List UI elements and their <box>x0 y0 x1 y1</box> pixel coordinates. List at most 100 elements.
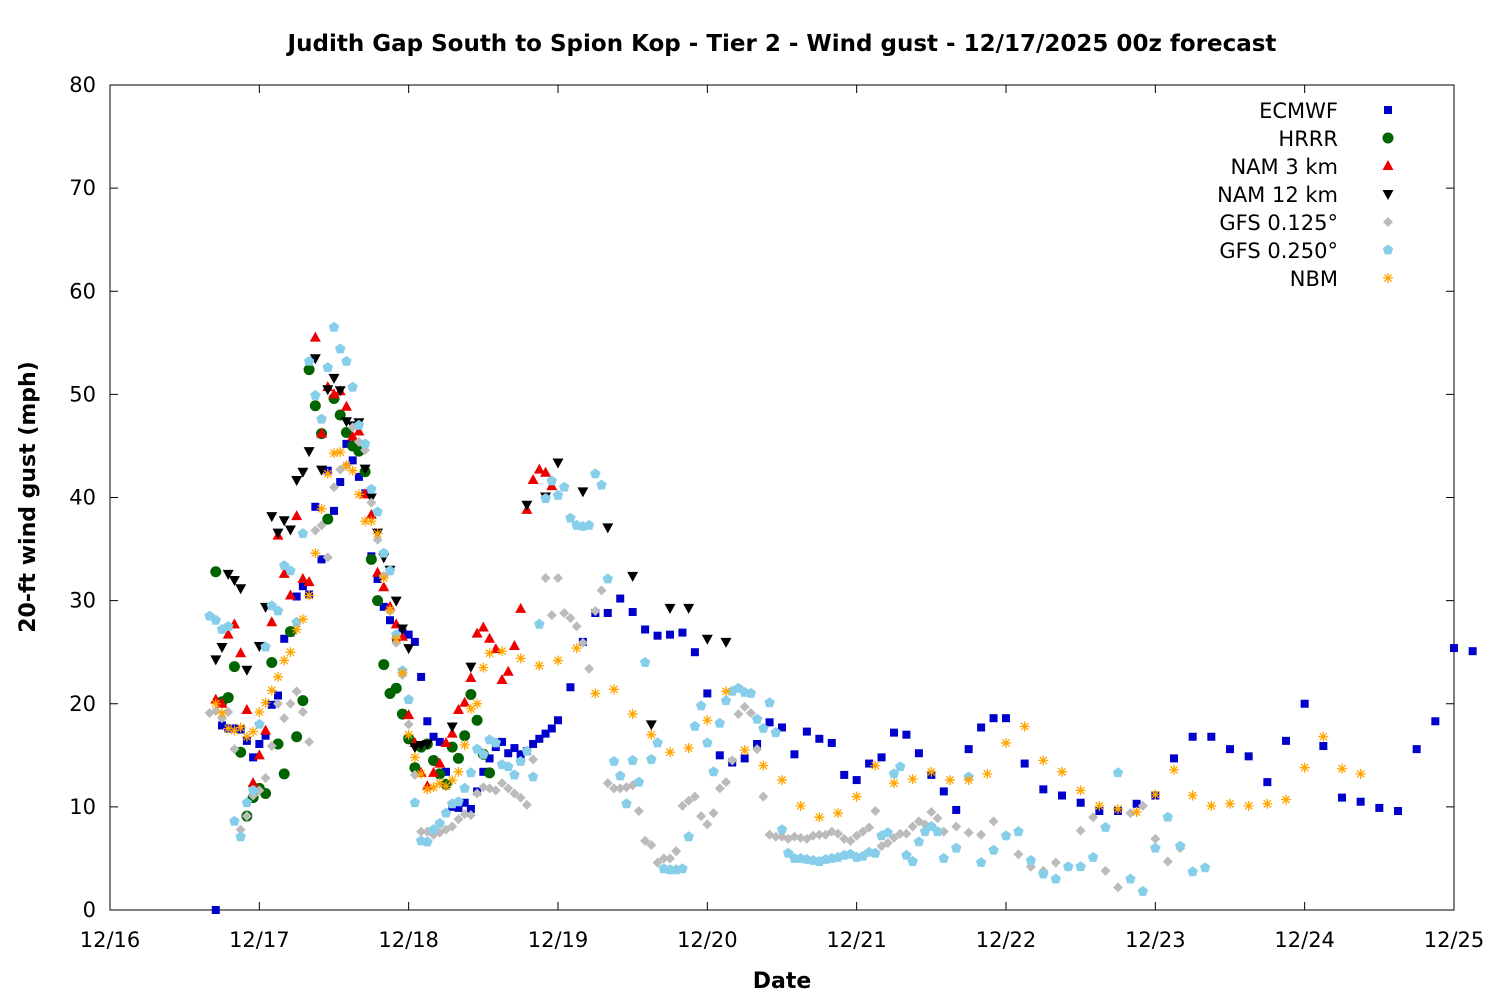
gfs-0-125-point <box>1013 849 1024 860</box>
nam-12-km-point <box>577 487 589 498</box>
nam-12-km-point <box>266 512 278 523</box>
nbm-point <box>248 726 259 737</box>
legend-marker-gfs-0-250 <box>1382 244 1394 255</box>
nbm-point <box>422 784 433 795</box>
gfs-0-250-point <box>652 737 663 748</box>
gfs-0-250-point <box>347 381 358 392</box>
nam-3-km-point <box>340 400 352 411</box>
nam-3-km-point <box>216 697 228 708</box>
nbm-point <box>1355 768 1366 779</box>
nbm-point <box>1131 807 1142 818</box>
gfs-0-125-point <box>733 709 744 720</box>
nbm-point <box>833 808 843 819</box>
nam-3-km-point <box>365 509 377 520</box>
gfs-0-250-point <box>1112 767 1124 778</box>
gfs-0-125-point <box>745 708 756 719</box>
nbm-point <box>291 624 302 635</box>
ecmwf-point <box>435 737 444 746</box>
ecmwf-point <box>317 555 326 564</box>
nbm-point <box>1206 800 1217 811</box>
nbm-point <box>627 709 638 720</box>
gfs-0-250-point <box>639 657 651 667</box>
gfs-0-125-point <box>926 807 937 818</box>
ecmwf-point <box>1356 797 1365 806</box>
nbm-point <box>590 688 601 699</box>
x-tick-label: 12/22 <box>976 928 1037 952</box>
gfs-0-125-point <box>322 552 333 563</box>
gfs-0-125-point <box>521 799 532 810</box>
ecmwf-point <box>890 728 898 737</box>
hrrr-point <box>484 767 496 779</box>
nbm-point <box>777 775 787 786</box>
gfs-0-125-point <box>223 707 234 717</box>
ecmwf-point <box>989 714 998 723</box>
gfs-0-125-point <box>951 821 962 832</box>
nam-3-km-point <box>502 665 514 676</box>
ecmwf-point <box>479 767 488 776</box>
ecmwf-point <box>790 750 799 759</box>
gfs-0-125-point <box>609 783 619 794</box>
gfs-0-125-point <box>1150 833 1161 844</box>
gfs-0-125-point <box>833 828 843 839</box>
gfs-0-125-point <box>503 783 514 794</box>
gfs-0-250-point <box>1087 851 1099 862</box>
y-axis-label: 20-ft wind gust (mph) <box>16 361 41 633</box>
series-gfs-0-250 <box>204 321 1211 896</box>
gfs-0-250-point <box>590 468 601 479</box>
gfs-0-250-point <box>241 797 253 808</box>
gfs-0-250-point <box>1025 855 1037 865</box>
hrrr-point <box>266 657 278 668</box>
gfs-0-250-point <box>938 852 949 863</box>
gfs-0-125-point <box>509 788 520 799</box>
nam-12-km-point <box>390 596 402 607</box>
ecmwf-point <box>1039 785 1048 794</box>
ecmwf-point <box>1226 745 1234 754</box>
nbm-point <box>304 590 315 601</box>
nam-3-km-point <box>540 466 552 477</box>
ecmwf-point <box>1076 798 1085 807</box>
nam-12-km-point <box>645 720 657 731</box>
gfs-0-250-point <box>714 717 725 728</box>
hrrr-point <box>465 688 477 700</box>
nbm-point <box>223 723 234 734</box>
nam-3-km-point <box>434 757 446 768</box>
nbm-point <box>982 768 993 779</box>
gfs-0-250-point <box>328 321 340 332</box>
nbm-point <box>1150 789 1161 800</box>
ecmwf-point <box>865 759 874 768</box>
nbm-point <box>391 633 402 644</box>
nam-3-km-point <box>533 463 545 474</box>
ecmwf-point <box>1468 647 1477 656</box>
gfs-0-250-point <box>378 547 389 558</box>
nbm-point <box>945 775 955 786</box>
gfs-0-125-point <box>459 809 470 820</box>
gfs-0-250-point <box>552 489 564 500</box>
nam-3-km-point <box>266 616 278 627</box>
ecmwf-point <box>653 631 662 640</box>
nam-3-km-point <box>260 724 272 735</box>
ecmwf-point <box>877 753 886 762</box>
x-axis-label: Date <box>753 969 812 994</box>
gfs-0-125-point <box>708 808 719 819</box>
nam-3-km-point <box>316 427 328 438</box>
nbm-point <box>739 745 750 756</box>
ecmwf-point <box>292 592 301 601</box>
gfs-0-125-point <box>696 811 707 822</box>
gfs-0-250-point <box>459 782 470 793</box>
nbm-point <box>353 489 364 500</box>
nbm-point <box>235 722 246 733</box>
gfs-0-250-point <box>932 826 943 837</box>
nbm-point <box>515 653 526 664</box>
ecmwf-point <box>1263 778 1272 787</box>
gfs-0-125-point <box>403 719 414 730</box>
nbm-point <box>534 660 545 671</box>
y-tick-label: 80 <box>69 73 96 97</box>
nbm-point <box>447 775 458 786</box>
nbm-point <box>472 698 483 709</box>
gfs-0-125-point <box>758 791 769 802</box>
gfs-0-250-point <box>322 362 333 372</box>
y-tick-label: 70 <box>69 176 96 200</box>
nam-3-km-point <box>446 727 458 738</box>
ecmwf-point <box>485 754 494 763</box>
